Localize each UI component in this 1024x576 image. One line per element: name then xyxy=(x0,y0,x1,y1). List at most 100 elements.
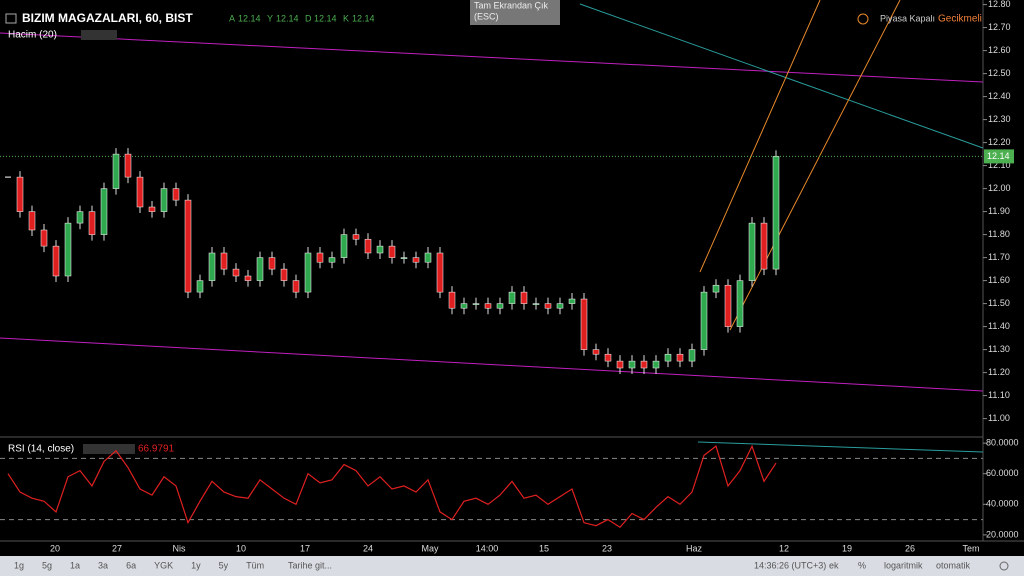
candle xyxy=(592,349,600,355)
candle xyxy=(472,303,480,305)
candle xyxy=(292,280,300,293)
indicator-buttons[interactable] xyxy=(81,30,117,40)
y-tick-label: 20.0000 xyxy=(986,529,1019,539)
ohlc-value: 12.14 xyxy=(314,13,337,23)
candle xyxy=(208,252,216,281)
axis-option[interactable]: % xyxy=(858,560,866,570)
rsi-label: RSI (14, close) xyxy=(8,444,74,455)
x-tick-label: 23 xyxy=(602,543,612,553)
x-tick-label: 14:00 xyxy=(476,543,499,553)
range-button[interactable]: 6a xyxy=(126,560,136,570)
range-button[interactable]: 3a xyxy=(98,560,108,570)
candle xyxy=(628,360,636,369)
y-tick-label: 11.50 xyxy=(988,298,1010,308)
axis-option[interactable]: logaritmik xyxy=(884,560,923,570)
trend-line xyxy=(579,3,984,149)
y-tick-label: 40.0000 xyxy=(986,499,1019,509)
y-tick-label: 11.20 xyxy=(988,367,1010,377)
candle xyxy=(100,188,108,235)
tooltip-text: Tam Ekrandan Çık xyxy=(474,0,549,10)
last-price-label: 12.14 xyxy=(987,151,1010,161)
goto-date[interactable]: Tarihe git... xyxy=(288,560,332,570)
x-tick-label: Nis xyxy=(173,543,186,553)
candle xyxy=(16,176,24,212)
candle xyxy=(64,222,72,277)
y-tick-label: 11.90 xyxy=(988,206,1010,216)
range-button[interactable]: 5y xyxy=(219,560,229,570)
x-tick-label: 26 xyxy=(905,543,915,553)
candle xyxy=(664,353,672,362)
candle xyxy=(580,298,588,350)
range-button[interactable]: 1y xyxy=(191,560,201,570)
y-tick-label: 11.60 xyxy=(988,275,1010,285)
tooltip-text: (ESC) xyxy=(474,11,499,21)
range-button[interactable]: 5g xyxy=(42,560,52,570)
axis-option[interactable]: ek xyxy=(829,560,839,570)
candle xyxy=(196,280,204,293)
rsi-trend-line xyxy=(697,441,984,453)
y-tick-label: 80.0000 xyxy=(986,437,1019,447)
rsi-value: 66.9791 xyxy=(138,444,175,455)
candle xyxy=(352,234,360,240)
candle xyxy=(304,252,312,293)
y-tick-label: 12.20 xyxy=(988,137,1011,147)
tooltip xyxy=(470,0,560,25)
candle xyxy=(256,257,264,281)
x-tick-label: 10 xyxy=(236,543,246,553)
range-button[interactable]: YGK xyxy=(154,560,173,570)
x-tick-label: 15 xyxy=(539,543,549,553)
candle xyxy=(604,353,612,362)
delay-status[interactable]: Gecikmeli xyxy=(938,14,982,25)
candle xyxy=(280,268,288,281)
volume-label: Hacim (20) xyxy=(8,30,57,41)
collapse-icon[interactable] xyxy=(5,13,17,24)
y-tick-label: 11.70 xyxy=(988,252,1010,262)
candle xyxy=(316,252,324,263)
ohlc-value: 12.14 xyxy=(276,13,299,23)
candle xyxy=(136,176,144,208)
candle xyxy=(496,303,504,309)
indicator-buttons[interactable] xyxy=(83,444,135,454)
candle xyxy=(736,280,744,327)
y-tick-label: 12.80 xyxy=(988,0,1011,9)
y-tick-label: 12.60 xyxy=(988,45,1011,55)
x-tick-label: Tem xyxy=(962,543,979,553)
range-button[interactable]: 1a xyxy=(70,560,80,570)
status-icon xyxy=(857,13,869,25)
candle xyxy=(232,268,240,277)
x-tick-label: 12 xyxy=(779,543,789,553)
y-tick-label: 11.40 xyxy=(988,321,1010,331)
x-tick-label: 27 xyxy=(112,543,122,553)
range-button[interactable]: 1g xyxy=(14,560,24,570)
candle xyxy=(112,153,120,189)
candle xyxy=(520,291,528,304)
candle xyxy=(244,275,252,281)
candle xyxy=(448,291,456,309)
market-status: Piyasa Kapalı xyxy=(880,13,935,23)
range-button[interactable]: Tüm xyxy=(246,560,264,570)
y-tick-label: 12.30 xyxy=(988,114,1011,124)
x-tick-label: 19 xyxy=(842,543,852,553)
candle xyxy=(700,291,708,350)
y-tick-label: 11.80 xyxy=(988,229,1010,239)
candle xyxy=(172,188,180,201)
candle xyxy=(340,234,348,258)
candle xyxy=(40,229,48,247)
y-tick-label: 12.70 xyxy=(988,22,1011,32)
symbol: BIZIM MAGAZALARI, 60, BIST xyxy=(22,11,193,25)
candle xyxy=(160,188,168,212)
candle xyxy=(640,360,648,369)
candle xyxy=(748,222,756,281)
candle xyxy=(616,360,624,369)
ohlc-value: 12.14 xyxy=(352,13,375,23)
candle xyxy=(28,211,36,231)
last-price-box xyxy=(984,149,1014,164)
candle xyxy=(148,206,156,212)
ohlc-label: Y xyxy=(267,13,273,23)
y-tick-label: 11.30 xyxy=(988,344,1010,354)
axis-option[interactable]: otomatik xyxy=(936,560,971,570)
trend-line xyxy=(0,337,984,392)
settings-icon[interactable] xyxy=(999,561,1009,571)
